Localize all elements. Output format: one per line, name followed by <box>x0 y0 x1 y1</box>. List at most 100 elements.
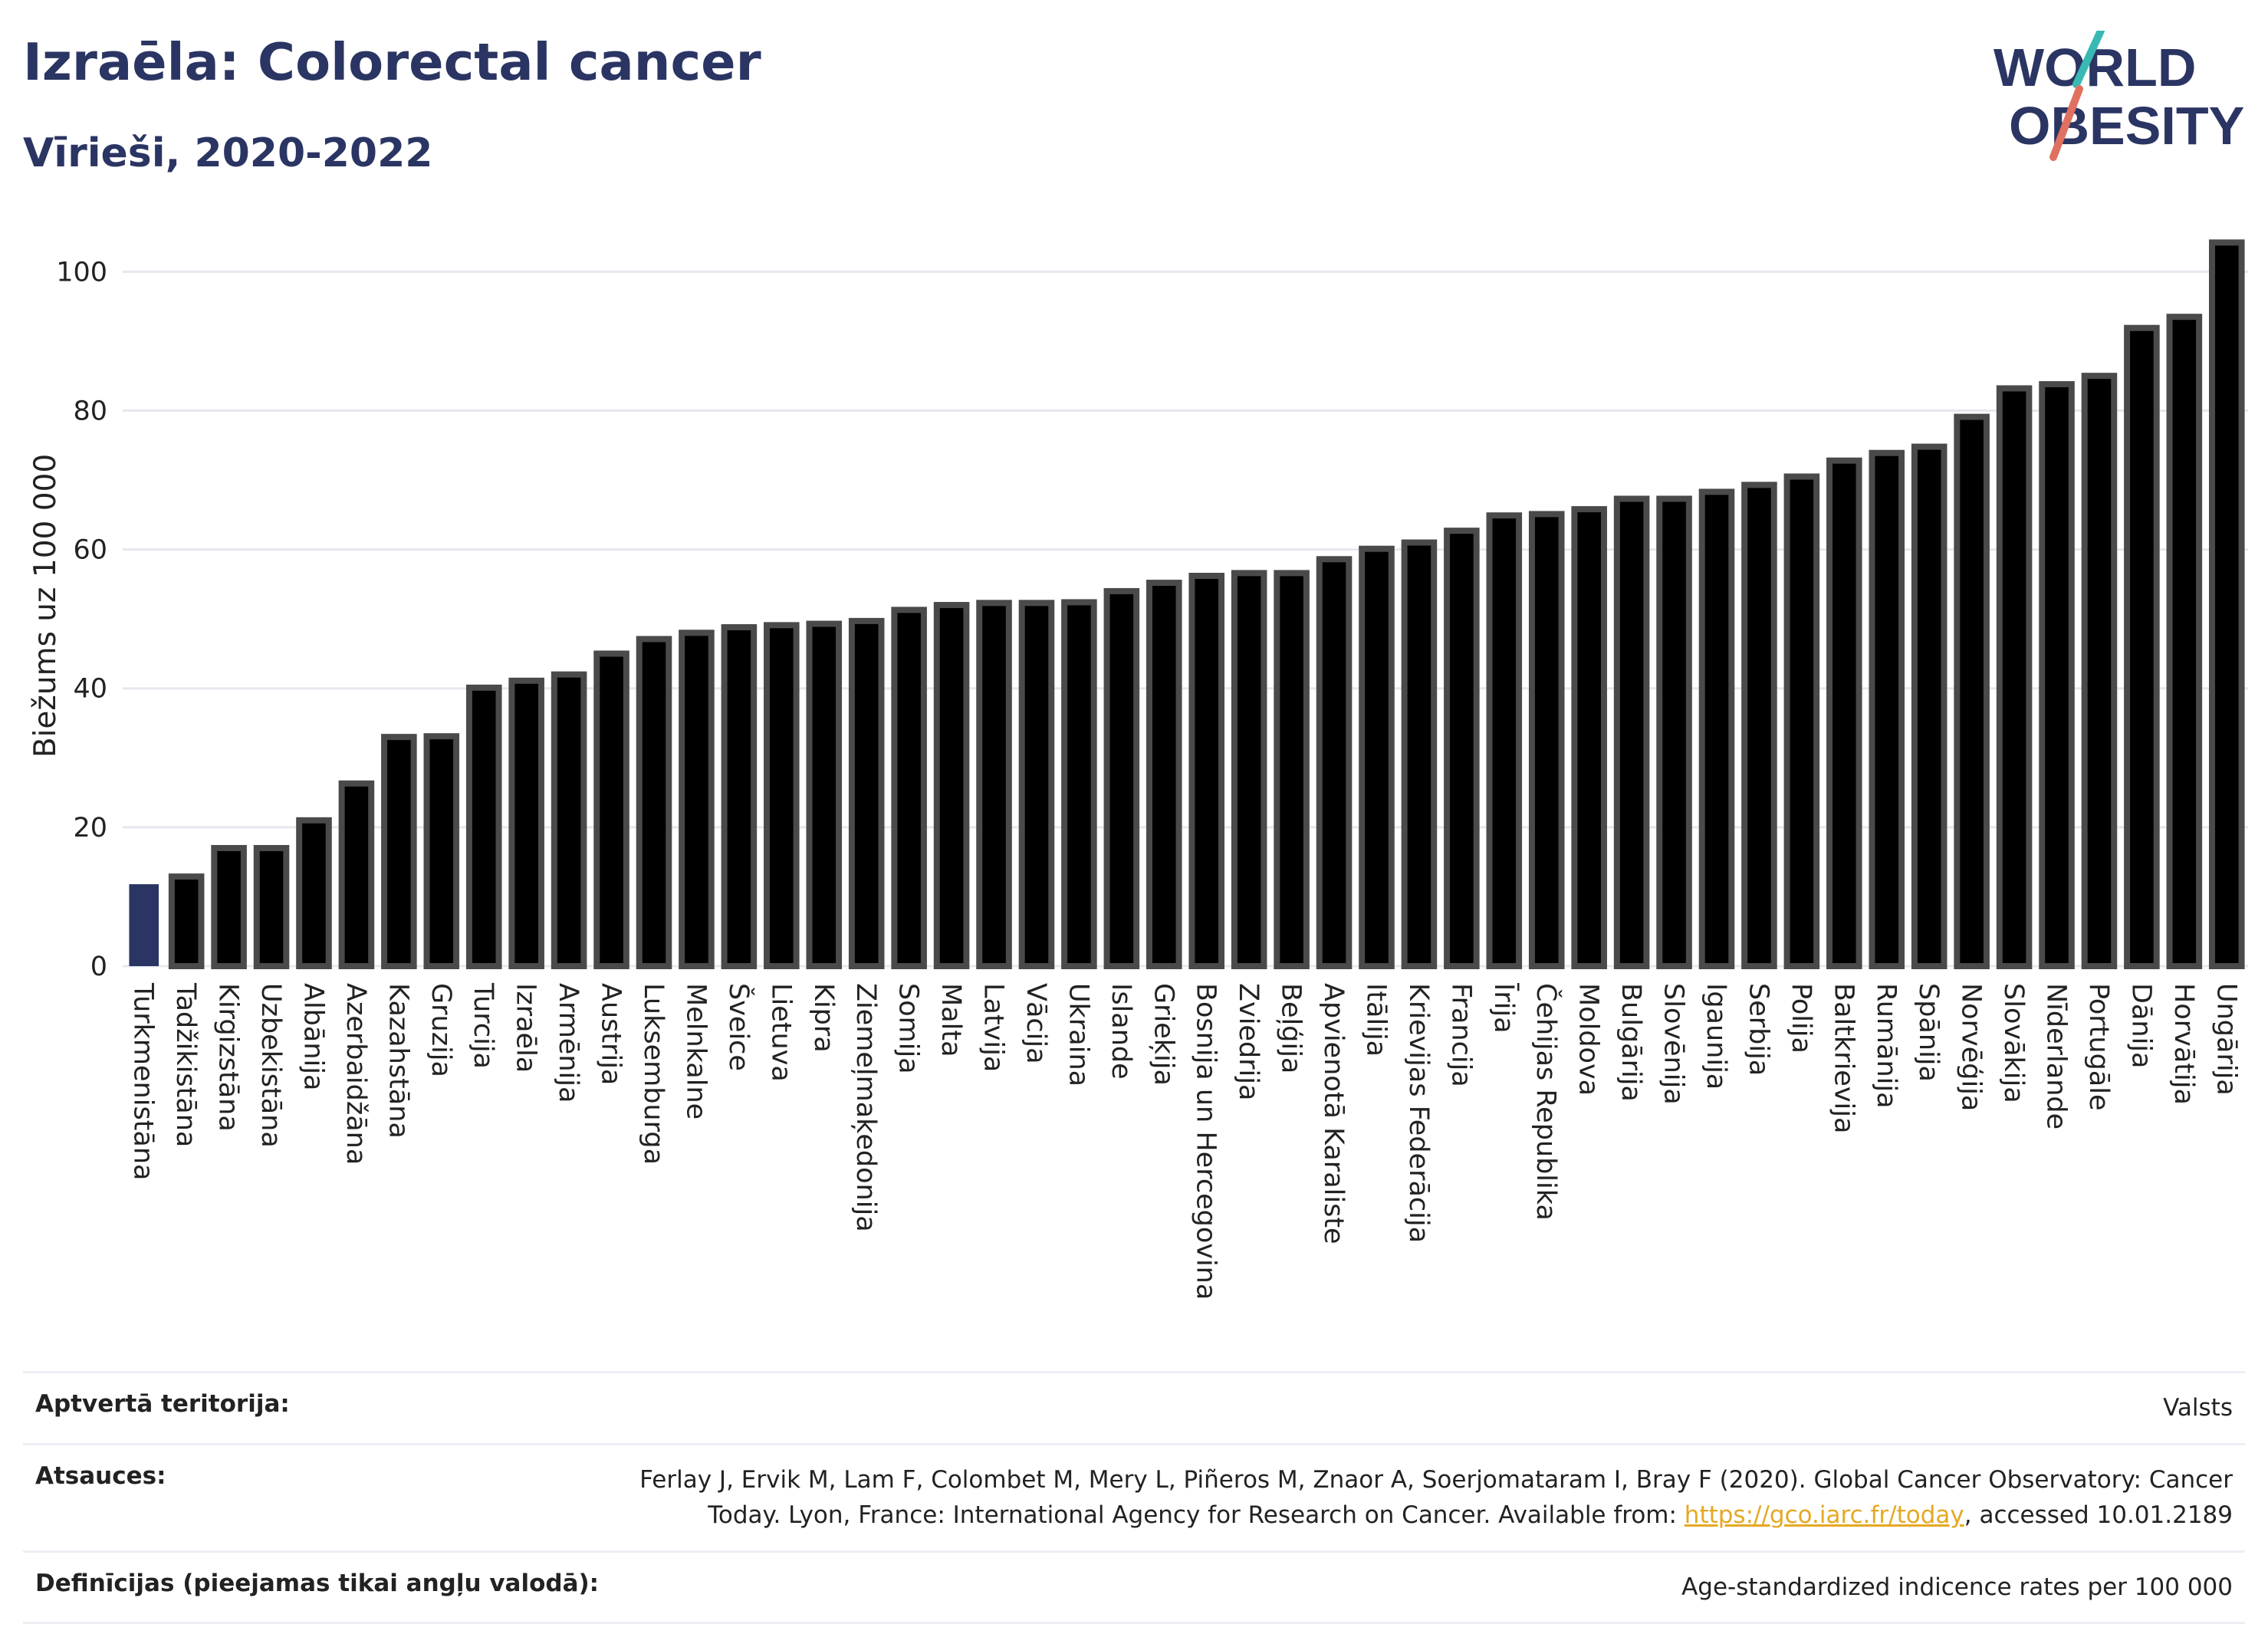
bar-albānija <box>296 817 332 969</box>
x-tick-label: Zviedrija <box>1233 983 1264 1100</box>
x-tick-label: Kipra <box>808 983 839 1053</box>
x-tick-label: Albānija <box>297 983 328 1090</box>
x-tick-label: Francija <box>1445 983 1476 1087</box>
y-tick-label: 60 <box>73 535 107 566</box>
bar-serbija <box>1741 482 1777 969</box>
y-tick-label: 0 <box>90 952 107 982</box>
x-tick-label: Apvienotā Karaliste <box>1318 983 1349 1244</box>
bar-šveice <box>721 624 758 969</box>
bar-melnkalne <box>679 630 715 969</box>
bar-uzbekistāna <box>253 845 290 969</box>
bar-azerbaidžāna <box>338 780 375 970</box>
bar-polija <box>1783 473 1820 969</box>
x-tick-label: Grieķija <box>1148 983 1178 1086</box>
x-tick-label: Norvēģija <box>1956 983 1987 1111</box>
y-tick-label: 20 <box>73 813 107 843</box>
x-tick-label: Ungārija <box>2210 983 2241 1096</box>
logo-word-obesity: OBESITY <box>2009 96 2244 156</box>
y-axis-ticks: 0 20 40 60 80 100 <box>56 257 107 982</box>
x-tick-label: Armēnija <box>553 983 583 1103</box>
x-tick-label: Nīderlande <box>2041 983 2072 1129</box>
bar-ukraina <box>1061 599 1097 969</box>
world-obesity-logo: WORLD OBESITY <box>1994 27 2254 161</box>
x-tick-label: Luksemburga <box>638 983 669 1165</box>
x-tick-label: Vācija <box>1021 983 1051 1064</box>
bar-islande <box>1103 587 1140 970</box>
bar-francija <box>1444 528 1480 969</box>
x-tick-label: Tadžikistāna <box>170 982 201 1147</box>
bar-čehijas-republika <box>1528 511 1565 969</box>
x-tick-label: Izraēla <box>511 983 541 1073</box>
page-title: Izraēla: Colorectal cancer <box>23 32 761 92</box>
x-tick-label: Bosnija un Hercegovina <box>1191 983 1221 1300</box>
bar-nīderlande <box>2039 381 2075 970</box>
x-tick-label: Spānija <box>1913 983 1944 1082</box>
bar-slovākija <box>1996 385 2033 970</box>
bar-portugāle <box>2081 373 2118 970</box>
x-tick-label: Igaunija <box>1701 983 1731 1090</box>
x-tick-label: Turkmenistāna <box>128 982 159 1180</box>
bar-turkmenistāna <box>129 884 159 966</box>
bar-bulgārija <box>1613 495 1650 969</box>
x-tick-label: Gruzija <box>426 983 456 1077</box>
bar-bosnija-un-hercegovina <box>1188 573 1225 969</box>
bar-ungārija <box>2208 239 2245 969</box>
x-tick-label: Polija <box>1786 983 1816 1054</box>
bar-itālija <box>1359 545 1395 969</box>
x-tick-label: Azerbaidžāna <box>340 983 371 1165</box>
references-value: Ferlay J, Ervik M, Lam F, Colombet M, Me… <box>639 1462 2233 1534</box>
bar-dānija <box>2124 324 2160 969</box>
bar-zviedrija <box>1231 570 1267 969</box>
coverage-value: Valsts <box>2163 1394 2233 1422</box>
bar-krievijas-federācija <box>1401 539 1438 969</box>
x-tick-label: Baltkrievija <box>1828 983 1859 1133</box>
y-tick-label: 100 <box>56 257 107 288</box>
bar-izraēla <box>508 677 544 969</box>
x-tick-label: Slovēnija <box>1658 983 1689 1105</box>
x-tick-label: Dānija <box>2125 983 2156 1068</box>
x-tick-label: Itālija <box>1360 983 1391 1057</box>
bar-turcija <box>465 684 502 969</box>
bar-igaunija <box>1698 488 1735 969</box>
x-tick-label: Uzbekistāna <box>255 983 286 1148</box>
x-tick-label: Lietuva <box>765 983 796 1082</box>
bar-grieķija <box>1146 580 1182 970</box>
x-tick-label: Ziemeļmaķedonija <box>850 983 881 1232</box>
x-tick-label: Ukraina <box>1063 983 1093 1087</box>
x-tick-label: Austrija <box>596 983 626 1085</box>
reference-link[interactable]: https://gco.iarc.fr/today <box>1684 1501 1964 1529</box>
bar-rumānija <box>1869 449 1905 969</box>
x-tick-label: Slovākija <box>1998 983 2029 1103</box>
bar-norvēģija <box>1954 413 1990 969</box>
bar-kipra <box>806 620 843 970</box>
footer-row-references: Atsauces: Ferlay J, Ervik M, Lam F, Colo… <box>23 1442 2245 1550</box>
bar-tadžikistāna <box>168 873 205 969</box>
x-tick-label: Latvija <box>978 983 1009 1072</box>
bar-slovēnija <box>1656 495 1692 969</box>
bar-īrija <box>1486 512 1523 969</box>
reference-line-2: Today. Lyon, France: International Agenc… <box>639 1498 2233 1534</box>
x-tick-label: Kazahstāna <box>383 983 413 1139</box>
x-tick-label: Turcija <box>468 982 498 1069</box>
bar-horvātija <box>2166 314 2203 970</box>
x-tick-label: Moldova <box>1573 983 1604 1096</box>
x-tick-label: Bulgārija <box>1616 983 1646 1102</box>
x-tick-label: Malta <box>935 983 966 1057</box>
bar-kirgizstāna <box>211 845 247 969</box>
reference-line-1: Ferlay J, Ervik M, Lam F, Colombet M, Me… <box>639 1465 2233 1494</box>
bars <box>129 239 2245 970</box>
bar-moldova <box>1571 506 1607 969</box>
definitions-value: Age-standardized indicence rates per 100… <box>1681 1573 2233 1601</box>
coverage-label: Aptvertā teritorija: <box>35 1390 290 1418</box>
bar-beļģija <box>1274 570 1310 969</box>
bar-luksemburga <box>636 636 672 969</box>
x-tick-label: Somija <box>893 983 924 1074</box>
bar-baltkrievija <box>1826 457 1862 969</box>
bar-somija <box>891 607 927 969</box>
y-tick-label: 80 <box>73 396 107 426</box>
logo-slash-teal <box>2072 27 2105 88</box>
x-tick-label: Portugāle <box>2083 983 2114 1111</box>
bar-spānija <box>1911 443 1948 969</box>
y-axis-title: Biežums uz 100 000 <box>28 454 63 758</box>
x-tick-label: Islande <box>1106 983 1136 1080</box>
